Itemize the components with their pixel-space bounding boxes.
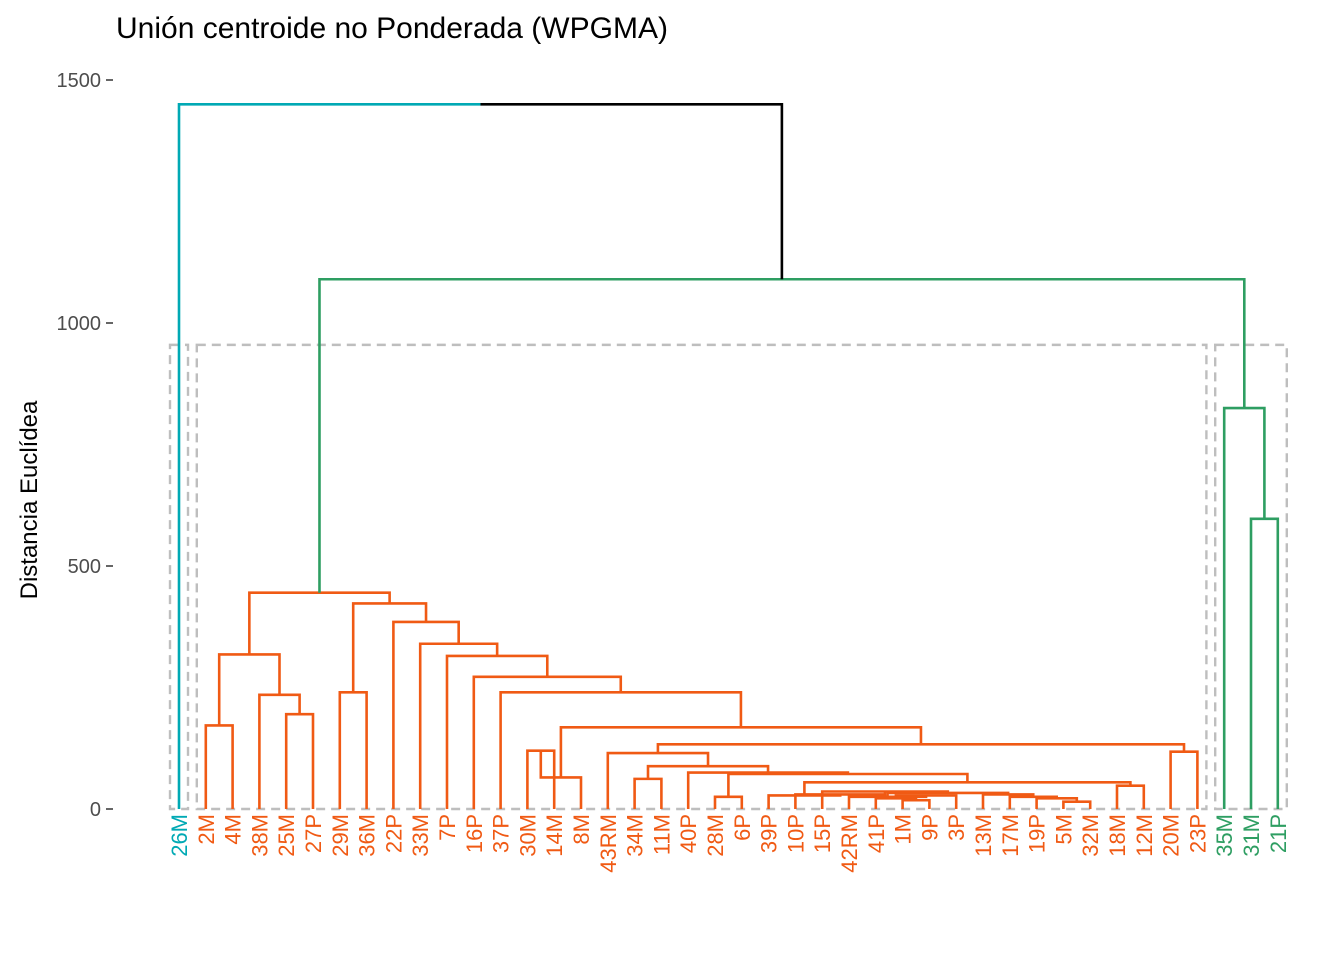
dendrogram-branch [767, 794, 842, 809]
leaf-label: 32M [1078, 814, 1103, 857]
dendrogram-branch [318, 277, 1246, 593]
dendrogram-branches [177, 103, 1280, 809]
dendrogram-branch [248, 591, 391, 655]
leaf-label: 21P [1266, 814, 1291, 853]
leaf-label: 20M [1159, 814, 1184, 857]
dendrogram-branch [1222, 406, 1266, 809]
dendrogram-branch [284, 712, 315, 809]
leaf-label: 14M [542, 814, 567, 857]
leaf-label: 1M [891, 814, 916, 845]
chart-title: Unión centroide no Ponderada (WPGMA) [116, 12, 668, 45]
dendrogram-branch [713, 795, 744, 809]
leaf-label: 28M [703, 814, 728, 857]
y-tick-label: 500 [68, 556, 101, 578]
dendrogram-branch [204, 724, 234, 809]
leaf-label: 43RM [596, 814, 621, 873]
leaf-label: 26M [167, 814, 192, 857]
y-tick-label: 1000 [57, 313, 102, 335]
dendrogram-branch [1035, 797, 1079, 809]
leaf-label: 33M [408, 814, 433, 857]
leaf-label: 23P [1185, 814, 1210, 853]
leaf-label: 3P [944, 814, 969, 841]
y-axis: 0 500 1000 1500 [57, 70, 113, 821]
leaf-label: 12M [1132, 814, 1157, 857]
leaf-label: 17M [998, 814, 1023, 857]
leaf-label: 16P [462, 814, 487, 853]
leaf-label: 27P [301, 814, 326, 853]
leaf-label: 7P [435, 814, 460, 841]
leaf-label: 8M [569, 814, 594, 845]
dendrogram-branch [445, 654, 549, 809]
leaf-label: 25M [274, 814, 299, 857]
leaf-label: 34M [623, 814, 648, 857]
leaf-label: 22P [381, 814, 406, 853]
dendrogram-branch [633, 777, 663, 809]
dendrogram-branch [217, 653, 281, 726]
dendrogram-branch [1169, 750, 1199, 809]
leaf-label: 15P [810, 814, 835, 853]
leaf-label: 37P [489, 814, 514, 853]
cluster-cut-box [195, 343, 1208, 811]
dendrogram-branch [1115, 784, 1146, 809]
dendrogram-branch [1249, 517, 1280, 809]
leaf-label: 2M [194, 814, 219, 845]
cluster-cut-boxes [168, 343, 1288, 811]
dendrogram-branch [338, 691, 368, 809]
leaf-label: 29M [328, 814, 353, 857]
leaf-label: 13M [971, 814, 996, 857]
leaf-label: 38M [247, 814, 272, 857]
leaf-label: 6P [730, 814, 755, 841]
dendrogram-branch [177, 103, 481, 809]
leaf-label: 9P [917, 814, 942, 841]
leaf-label: 5M [1051, 814, 1076, 845]
leaf-label: 19P [1025, 814, 1050, 853]
leaf-label: 31M [1239, 814, 1264, 857]
leaf-label: 4M [221, 814, 246, 845]
leaf-label: 11M [649, 814, 674, 855]
leaf-label: 39P [757, 814, 782, 853]
leaf-label: 30M [515, 814, 540, 857]
leaf-label: 41P [864, 814, 889, 853]
leaf-label: 36M [355, 814, 380, 857]
leaf-labels: 26M 2M 4M 38M 25M 27P 29M 36M 22P 33M 7P 16P 37P 30M 1… [167, 814, 1291, 873]
dendrogram-branch [847, 795, 928, 809]
leaf-label: 10P [783, 814, 808, 853]
leaf-label: 18M [1105, 814, 1130, 857]
leaf-label: 35M [1212, 814, 1237, 857]
dendrogram-branch [480, 103, 784, 280]
y-tick-label: 0 [90, 799, 101, 821]
dendrogram-branch [258, 693, 301, 809]
leaf-label: 42RM [837, 814, 862, 873]
dendrogram-branch [901, 798, 931, 809]
leaf-label: 40P [676, 814, 701, 853]
dendrogram-branch [392, 620, 460, 809]
dendrogram-branch [472, 675, 623, 809]
dendrogram-branch [351, 602, 428, 693]
dendrogram-branch [656, 743, 1186, 754]
y-tick-label: 1500 [57, 70, 102, 92]
dendrogram-branch [606, 751, 710, 809]
dendrogram-branch [418, 642, 499, 809]
